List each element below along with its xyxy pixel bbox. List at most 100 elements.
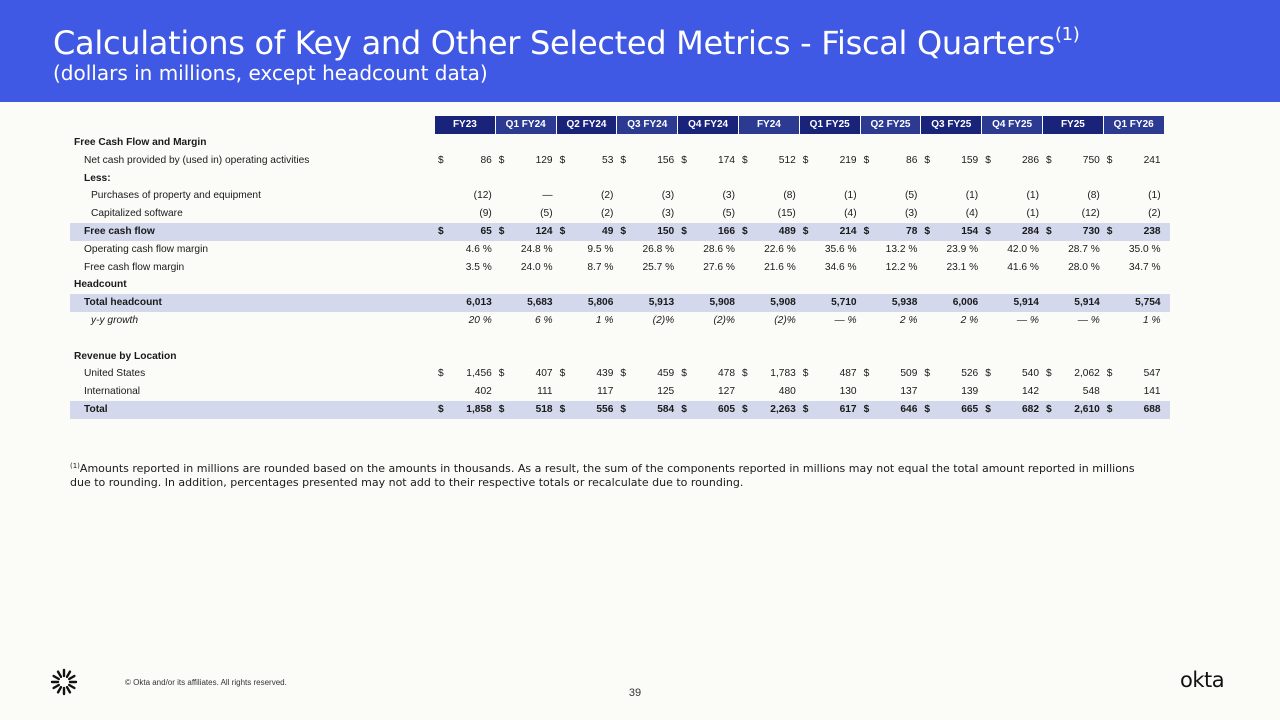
cell-value: 480 — [779, 383, 796, 401]
row-label: Total headcount — [84, 294, 162, 312]
cell-value: 6,013 — [466, 294, 492, 312]
cell-value: 487 — [840, 365, 857, 383]
table-cell: (3) — [617, 205, 678, 223]
table-cell: $487 — [800, 365, 861, 383]
cell-value: 2,610 — [1074, 401, 1100, 419]
table-cell: $154 — [921, 223, 982, 241]
table-cell: — % — [1043, 312, 1104, 330]
table-cell: $2,062 — [1043, 365, 1104, 383]
cell-value: 540 — [1022, 365, 1039, 383]
table-cell: (3) — [678, 187, 739, 205]
cell-value: 174 — [718, 152, 735, 170]
table-cell: (1) — [1104, 187, 1165, 205]
cell-value: (9) — [479, 205, 491, 223]
cell-value: 459 — [657, 365, 674, 383]
row-label: Operating cash flow margin — [84, 241, 208, 259]
column-header: FY23 — [435, 116, 495, 134]
cell-value: (5) — [540, 205, 552, 223]
currency-symbol: $ — [1046, 365, 1052, 383]
table-cell: (12) — [1043, 205, 1104, 223]
cell-value: 2,062 — [1074, 365, 1100, 383]
table-cell: 28.7 % — [1043, 241, 1104, 259]
table-row: Revenue by Location — [70, 348, 1170, 366]
cell-value: (1) — [1148, 187, 1160, 205]
table-cell: $174 — [678, 152, 739, 170]
currency-symbol: $ — [803, 223, 809, 241]
table-row: Free Cash Flow and Margin — [70, 134, 1170, 152]
table-cell: $665 — [921, 401, 982, 419]
currency-symbol: $ — [742, 365, 748, 383]
table-cell: 35.0 % — [1104, 241, 1165, 259]
row-label: y-y growth — [91, 312, 138, 330]
table-row: Free cash flow margin 3.5 % 24.0 % 8.7 % 25.… — [70, 259, 1170, 277]
cell-value: 34.6 % — [825, 259, 857, 277]
cell-value: 24.8 % — [521, 241, 553, 259]
table-row: Purchases of property and equipment (12) —… — [70, 187, 1170, 205]
table-cell: (2) — [557, 205, 618, 223]
table-cell: — — [496, 187, 557, 205]
cell-value: 13.2 % — [886, 241, 918, 259]
table-cell: 9.5 % — [557, 241, 618, 259]
column-header: Q1 FY25 — [800, 116, 860, 134]
cell-value: (3) — [723, 187, 735, 205]
sunburst-ray — [69, 676, 74, 679]
table-cell: $489 — [739, 223, 800, 241]
currency-symbol: $ — [499, 365, 505, 383]
currency-symbol: $ — [438, 365, 444, 383]
table-cell: $150 — [617, 223, 678, 241]
table-cell: (5) — [861, 187, 922, 205]
table-cell: (2) — [1104, 205, 1165, 223]
table-cell: (5) — [496, 205, 557, 223]
table-cell: 28.0 % — [1043, 259, 1104, 277]
cell-value: 2 % — [900, 312, 918, 330]
cell-value: 150 — [657, 223, 674, 241]
footnote-marker: (1) — [70, 462, 80, 470]
table-cell: $584 — [617, 401, 678, 419]
sunburst-ray — [67, 687, 70, 692]
cell-value: 584 — [657, 401, 674, 419]
table-cell: 27.6 % — [678, 259, 739, 277]
row-label: Free cash flow — [84, 223, 155, 241]
cell-value: 28.0 % — [1068, 259, 1100, 277]
cell-value: 547 — [1144, 365, 1161, 383]
sunburst-ray — [69, 685, 74, 688]
column-header: Q4 FY25 — [982, 116, 1042, 134]
cell-value: 139 — [961, 383, 978, 401]
table-cell: (4) — [921, 205, 982, 223]
cell-value: 5,938 — [892, 294, 918, 312]
table-cell: $478 — [678, 365, 739, 383]
table-cell: 24.8 % — [496, 241, 557, 259]
cell-value: 5,914 — [1074, 294, 1100, 312]
currency-symbol: $ — [681, 223, 687, 241]
table-cell: 5,913 — [617, 294, 678, 312]
currency-symbol: $ — [864, 152, 870, 170]
table-cell: $86 — [861, 152, 922, 170]
currency-symbol: $ — [560, 223, 566, 241]
cell-value: (12) — [474, 187, 492, 205]
table-cell: $2,610 — [1043, 401, 1104, 419]
cell-value: (2)% — [653, 312, 675, 330]
table-cell: 6,013 — [435, 294, 496, 312]
sunburst-ray — [54, 676, 59, 679]
sunburst-ray — [67, 672, 70, 677]
currency-symbol: $ — [620, 401, 626, 419]
table-cell: $526 — [921, 365, 982, 383]
table-cell: 22.6 % — [739, 241, 800, 259]
cell-value: 22.6 % — [764, 241, 796, 259]
table-cell: 111 — [496, 383, 557, 401]
table-cell: (1) — [800, 187, 861, 205]
table-cell: $49 — [557, 223, 618, 241]
cell-value: (1) — [966, 187, 978, 205]
cell-value: 1,456 — [466, 365, 492, 383]
footnote-text: Amounts reported in millions are rounded… — [70, 462, 1135, 489]
table-cell: 25.7 % — [617, 259, 678, 277]
cell-value: 1 % — [596, 312, 614, 330]
cell-value: 750 — [1083, 152, 1100, 170]
table-cell: $730 — [1043, 223, 1104, 241]
table-cell: 24.0 % — [496, 259, 557, 277]
cell-value: 5,908 — [770, 294, 796, 312]
table-cell: (8) — [739, 187, 800, 205]
cell-value: 5,806 — [588, 294, 614, 312]
cell-value: 28.7 % — [1068, 241, 1100, 259]
table-cell: $646 — [861, 401, 922, 419]
